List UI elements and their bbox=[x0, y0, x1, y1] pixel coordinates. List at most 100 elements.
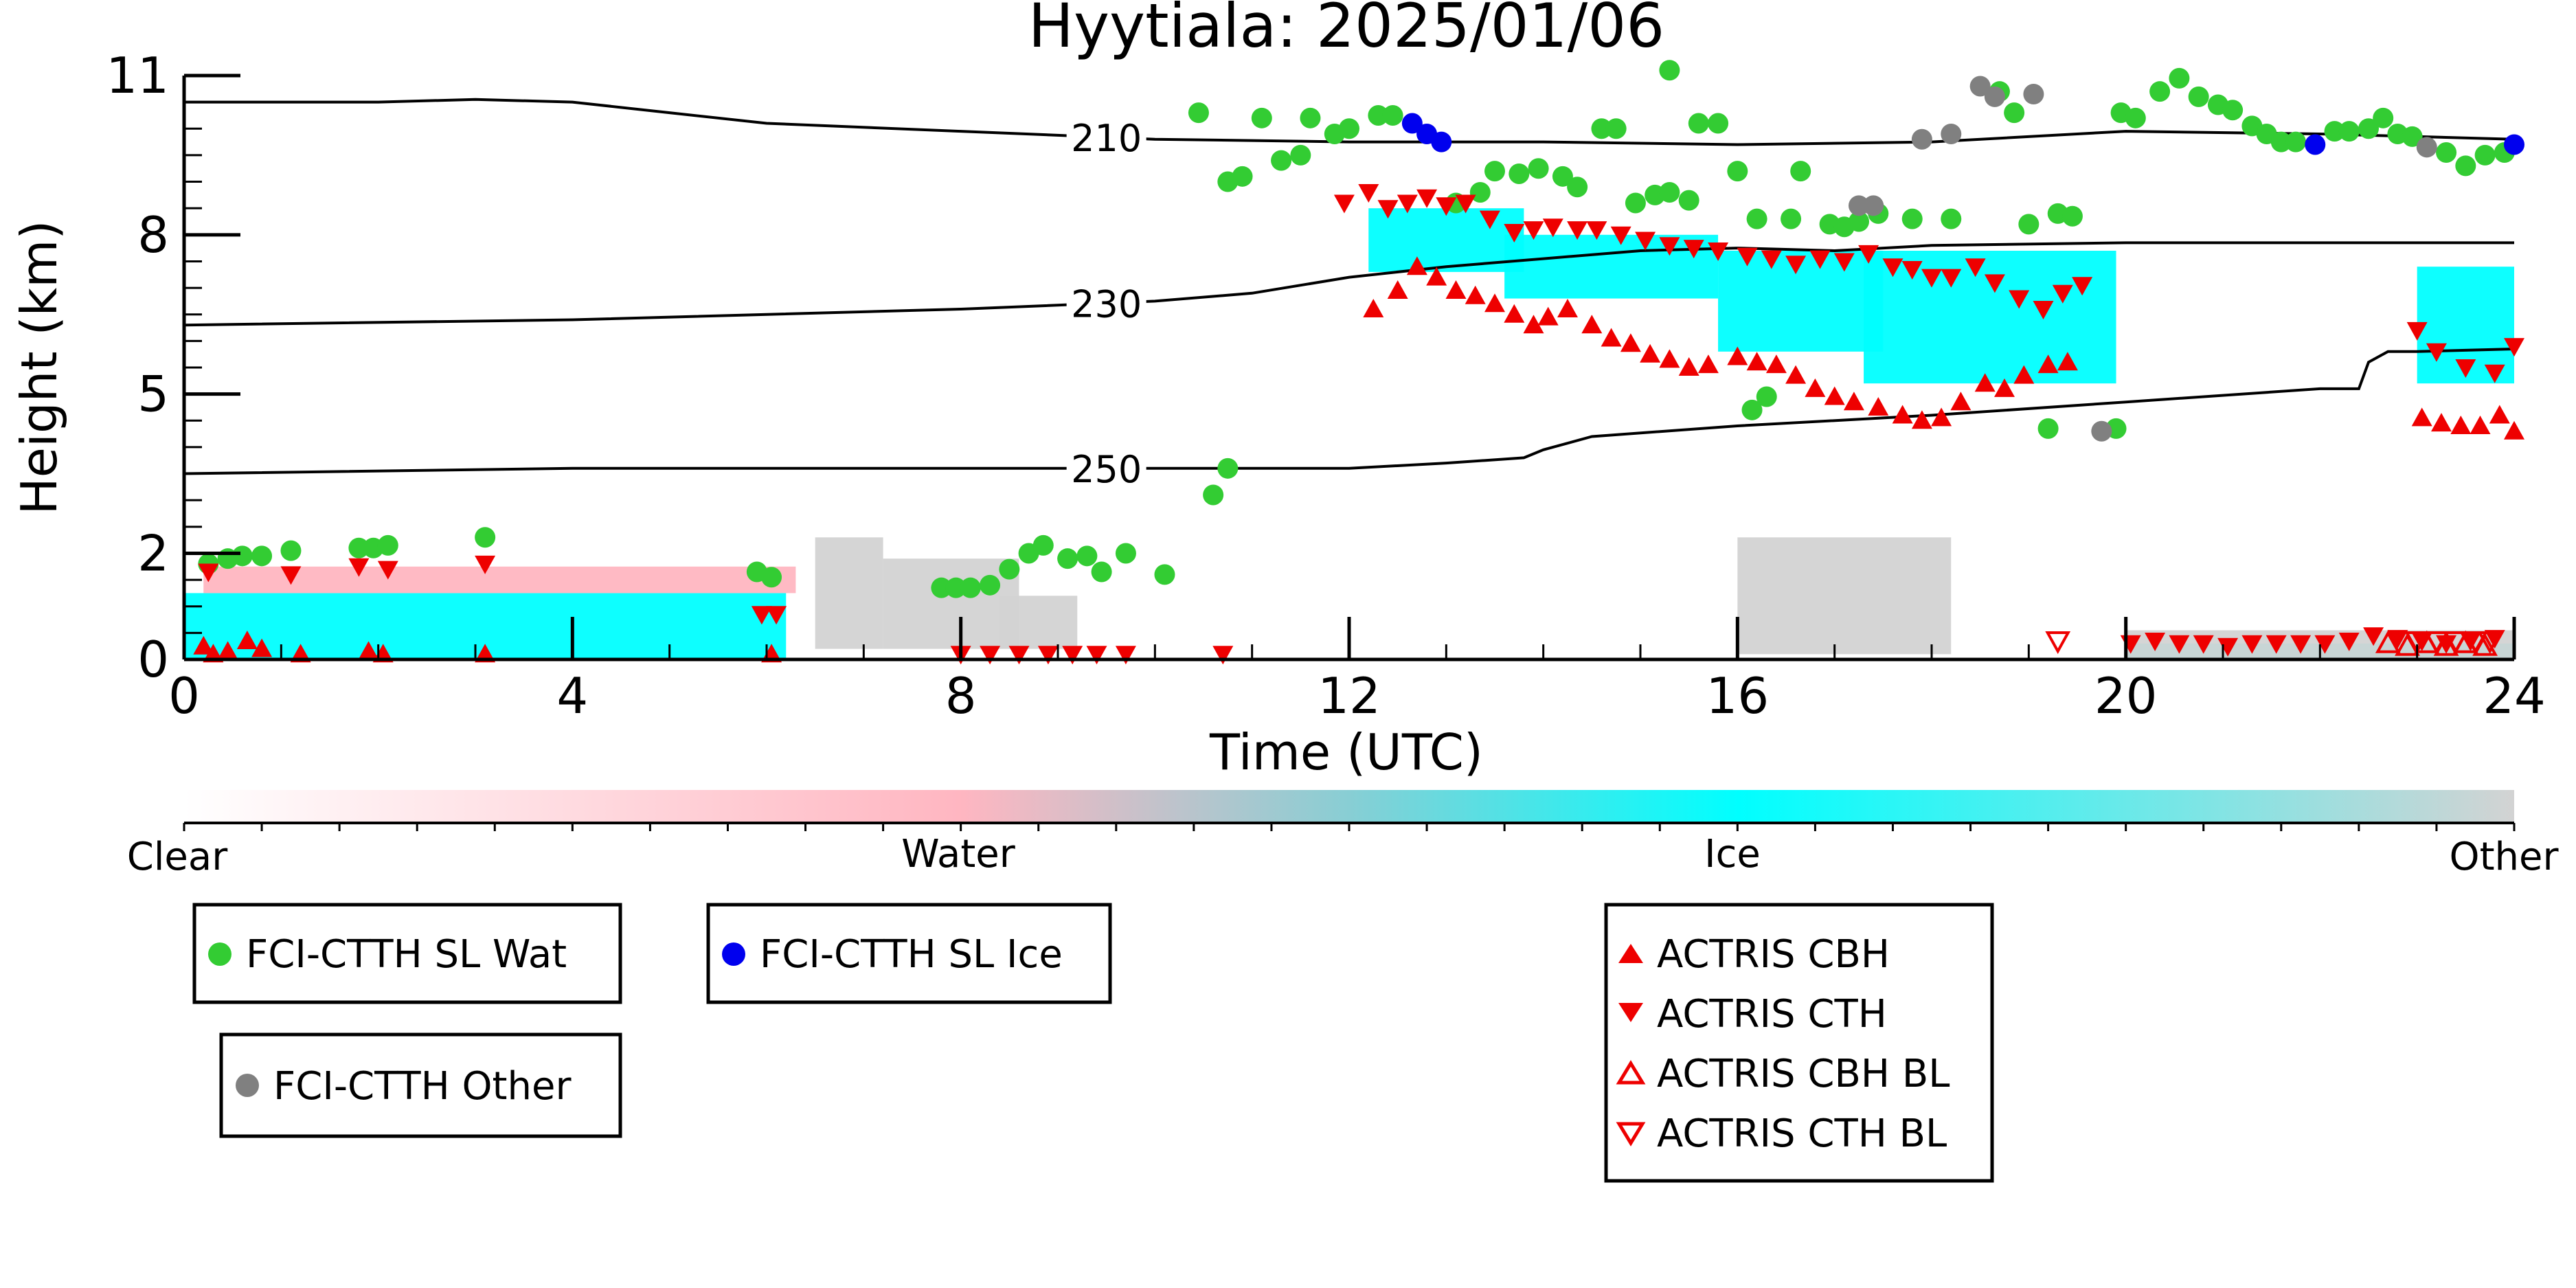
marker-actris-cbh-32 bbox=[1805, 378, 1826, 397]
marker-actris-cth-3 bbox=[377, 561, 398, 580]
marker-fci-ctth-other-1 bbox=[1863, 195, 1884, 216]
marker-actris-cth-28 bbox=[1610, 226, 1631, 245]
marker-fci-ctth-sl-wat-73 bbox=[2222, 100, 2244, 121]
marker-fci-ctth-sl-wat-43 bbox=[1591, 118, 1612, 139]
marker-fci-ctth-sl-wat-78 bbox=[2324, 121, 2345, 142]
legend-marker-actris-cth bbox=[1618, 1003, 1643, 1022]
colorbar-gradient bbox=[184, 790, 2514, 822]
marker-actris-cth-60 bbox=[2387, 630, 2408, 649]
marker-actris-cth-40 bbox=[1901, 261, 1923, 280]
marker-actris-cth-13 bbox=[1115, 646, 1136, 665]
marker-fci-ctth-sl-wat-37 bbox=[1469, 182, 1491, 203]
legend-label-fci-wat: FCI-CTTH SL Wat bbox=[246, 932, 567, 977]
marker-fci-ctth-sl-ice-4 bbox=[2504, 134, 2524, 155]
contour-label-bg-230 bbox=[1066, 282, 1146, 324]
colorbar-ticks bbox=[183, 823, 2516, 831]
marker-actris-cbh-16 bbox=[1484, 293, 1505, 313]
plot-area: 210 230 250 0 4 8 12 16 20 24 0 2 5 8 11 bbox=[106, 47, 2545, 725]
x-tick-label-4: 4 bbox=[556, 667, 588, 725]
marker-actris-cth-50 bbox=[2145, 633, 2166, 651]
background-region-ice-7 bbox=[1718, 251, 1884, 352]
temperature-contours: 210 230 250 bbox=[183, 98, 2515, 491]
marker-actris-cth-23 bbox=[1504, 224, 1525, 242]
marker-fci-ctth-sl-wat-86 bbox=[2474, 144, 2496, 166]
marker-actris-cth-69 bbox=[2504, 338, 2524, 357]
marker-actris-cth-10 bbox=[1037, 646, 1059, 665]
marker-fci-ctth-sl-wat-54 bbox=[1790, 161, 1811, 182]
marker-actris-cth-21 bbox=[1455, 194, 1476, 214]
marker-fci-ctth-sl-wat-8 bbox=[475, 527, 496, 548]
marker-fci-ctth-sl-wat-10 bbox=[761, 567, 782, 588]
marker-actris-cbh-41 bbox=[1994, 378, 2015, 397]
marker-actris-cbh-49 bbox=[2489, 405, 2510, 424]
marker-actris-cth-16 bbox=[1358, 184, 1379, 203]
marker-actris-cth-57 bbox=[2314, 635, 2336, 654]
marker-actris-cth-bl-5 bbox=[2477, 631, 2503, 655]
marker-actris-cth-38 bbox=[1858, 245, 1879, 264]
legend-label-fci-ice: FCI-CTTH SL Ice bbox=[760, 932, 1063, 977]
marker-actris-cbh-25 bbox=[1659, 349, 1680, 368]
marker-fci-ctth-sl-wat-12 bbox=[945, 577, 967, 598]
marker-fci-ctth-sl-wat-23 bbox=[1203, 484, 1224, 506]
marker-actris-cth-34 bbox=[1761, 250, 1782, 269]
marker-actris-cbh-36 bbox=[1892, 405, 1913, 424]
marker-actris-cbh-38 bbox=[1931, 407, 1952, 427]
marker-actris-cth-27 bbox=[1586, 221, 1607, 240]
marker-fci-ctth-sl-wat-58 bbox=[1849, 211, 1869, 232]
marker-actris-cth-52 bbox=[2193, 635, 2214, 654]
contour-line-230 bbox=[183, 241, 2514, 327]
contour-line-210 bbox=[184, 98, 2515, 146]
marker-actris-cbh-19 bbox=[1537, 306, 1559, 326]
legend-marker-actris-cbh-bl bbox=[1616, 1060, 1646, 1085]
background-region-other-4 bbox=[999, 596, 1078, 649]
marker-actris-cth-0 bbox=[198, 563, 219, 583]
marker-fci-ctth-sl-wat-90 bbox=[2037, 418, 2059, 439]
marker-actris-cth-46 bbox=[2033, 301, 2054, 319]
marker-fci-ctth-sl-wat-24 bbox=[1217, 457, 1239, 479]
marker-actris-cth-55 bbox=[2266, 635, 2287, 654]
marker-fci-ctth-sl-wat-13 bbox=[960, 577, 981, 598]
marker-actris-cbh-43 bbox=[2037, 354, 2059, 374]
marker-actris-cth-11 bbox=[1062, 646, 1083, 665]
marker-actris-cbh-14 bbox=[1445, 280, 1467, 299]
marker-fci-ctth-sl-wat-38 bbox=[1484, 161, 1505, 182]
marker-actris-cbh-40 bbox=[1974, 373, 1996, 392]
legend-marker-fci-ice bbox=[722, 942, 745, 966]
marker-fci-ctth-sl-wat-79 bbox=[2338, 121, 2360, 142]
legend-label-actris-cth: ACTRIS CTH bbox=[1657, 992, 1887, 1037]
legend-label-fci-other: FCI-CTTH Other bbox=[273, 1064, 572, 1109]
marker-fci-ctth-other-3 bbox=[1941, 124, 1962, 144]
marker-fci-ctth-sl-wat-64 bbox=[2018, 214, 2040, 235]
marker-actris-cth-36 bbox=[1809, 250, 1831, 269]
marker-actris-cbh-39 bbox=[1950, 392, 1971, 411]
marker-actris-cth-39 bbox=[1882, 258, 1903, 278]
marker-fci-ctth-sl-ice-0 bbox=[1401, 113, 1423, 134]
marker-actris-cth-42 bbox=[1941, 269, 1962, 288]
marker-actris-cth-5 bbox=[751, 606, 772, 625]
marker-actris-cbh-28 bbox=[1727, 346, 1748, 365]
marker-fci-ctth-sl-wat-81 bbox=[2373, 107, 2394, 128]
marker-fci-ctth-sl-wat-25 bbox=[1188, 102, 1209, 124]
marker-fci-ctth-sl-wat-89 bbox=[1756, 386, 1777, 407]
marker-actris-cth-bl-0 bbox=[2045, 631, 2071, 655]
y-tick-label-11: 11 bbox=[106, 47, 169, 104]
marker-fci-ctth-sl-wat-5 bbox=[348, 537, 370, 558]
marker-actris-cth-37 bbox=[1833, 253, 1855, 272]
marker-actris-cth-9 bbox=[1008, 646, 1030, 665]
x-tick-label-12: 12 bbox=[1318, 667, 1381, 725]
marker-fci-ctth-sl-wat-52 bbox=[1727, 161, 1748, 182]
marker-actris-cth-47 bbox=[2052, 284, 2073, 304]
marker-fci-ctth-sl-wat-44 bbox=[1605, 118, 1627, 139]
marker-actris-cth-18 bbox=[1397, 194, 1418, 214]
marker-fci-ctth-sl-wat-55 bbox=[1781, 208, 1802, 229]
marker-actris-cth-25 bbox=[1542, 218, 1563, 238]
marker-actris-cbh-22 bbox=[1601, 328, 1622, 347]
marker-actris-cbh-31 bbox=[1785, 365, 1807, 384]
marker-fci-ctth-sl-wat-42 bbox=[1567, 177, 1588, 198]
marker-fci-ctth-sl-wat-60 bbox=[1901, 208, 1923, 229]
marker-actris-cbh-17 bbox=[1504, 304, 1525, 323]
marker-actris-cbh-0 bbox=[193, 635, 214, 655]
colorbar-label-water: Water bbox=[901, 832, 1016, 877]
marker-actris-cth-35 bbox=[1785, 256, 1807, 275]
x-axis-label: Time (UTC) bbox=[1209, 723, 1483, 781]
